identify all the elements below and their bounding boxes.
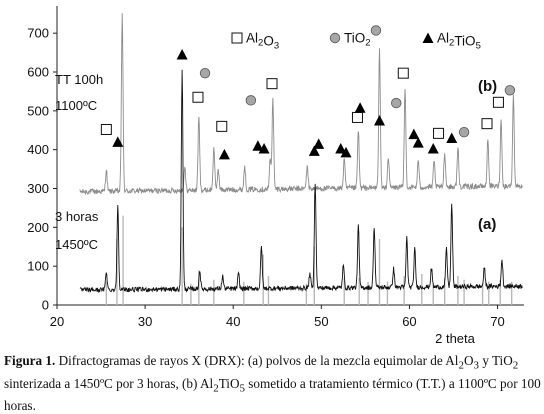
legend-label-text: TiO [344,31,365,46]
triangle-marker [373,115,385,126]
caption-text-4: sinterizada a 1450ºC por 3 horas, (b) Al [4,375,214,391]
caption-text-2: O [463,353,474,368]
square-marker [192,91,204,103]
square-marker [481,118,493,130]
triangle-marker [252,140,264,151]
series-line-a [79,69,523,293]
series-note-line-2: 1450ºC [55,237,98,252]
legend-circle-symbol [329,32,341,44]
caption-sub-5: 5 [239,382,245,395]
series-tag-label: (a) [478,216,496,233]
legend-label: Al2O3 [246,31,279,52]
circle-marker [391,97,402,109]
legend-label-subscript: 2 [449,38,454,49]
x-tick-label: 20 [50,314,64,329]
x-tick-label: 70 [490,314,504,329]
y-tick-label: 700 [27,26,49,41]
legend-label-subscript: 2 [258,38,263,49]
legend-label-subscript: 2 [365,38,370,49]
triangle-marker [408,128,420,140]
y-tick-label: 600 [27,65,49,80]
square-marker [266,78,278,90]
legend-label: Al2TiO5 [437,31,481,52]
square-marker [397,67,409,79]
triangle-marker [335,143,347,154]
x-tick-label: 60 [402,314,416,329]
legend-label: TiO2 [344,31,371,49]
triangle-marker [427,143,439,154]
square-marker [100,123,112,135]
legend-label-text: O [263,34,274,49]
triangle-marker [176,49,188,60]
xrd-chart: 0 100 200 300 400 500 600 700 20 30 40 50 60 70 2 thet… [27,6,524,346]
circle-marker [370,25,382,36]
y-tick-label: 0 [42,298,49,313]
triangle-marker [340,146,352,158]
caption-sub-3: 2 [512,359,519,372]
figure-caption: Figura 1. Difractogramas de rayos X (DRX… [4,352,542,414]
series-note-line-1: 3 horas [55,209,99,224]
legend-label-text: Al [246,31,258,46]
caption-sub-1: 2 [458,359,464,372]
triangle-marker [308,145,320,156]
y-tick-label: 300 [27,181,49,196]
square-marker [433,127,445,139]
triangle-marker [412,137,424,148]
caption-sub-2: 3 [473,359,480,372]
series-note-line-2: 1100ºC [55,98,97,113]
legend-label-subscript: 5 [476,41,481,52]
legend-square-symbol [231,32,243,44]
series-line-b [79,13,523,196]
caption-sub-4: 2 [213,382,219,395]
triangle-marker [218,148,230,160]
caption-text-6: sometido a tratamiento térmico (T.T.) a … [4,375,541,414]
x-axis-label: 2 theta [435,331,476,346]
triangle-marker [313,138,325,149]
triangle-marker [258,143,270,154]
triangle-marker [446,132,458,144]
caption-text-1: Difractogramas de rayos X (DRX): (a) pol… [55,353,459,368]
y-tick-label: 100 [27,259,49,274]
caption-label: Figura 1. [4,353,56,368]
square-marker [492,96,504,108]
circle-marker [458,127,470,138]
legend-triangle-symbol [422,32,434,43]
triangle-marker [354,102,366,113]
circle-marker [245,95,257,106]
legend-label-subscript: 3 [274,41,279,52]
y-tick-label: 500 [27,103,49,118]
y-tick-label: 200 [27,220,49,235]
square-marker [216,120,228,132]
series-tag-label: (b) [478,78,497,95]
x-tick-label: 40 [226,314,240,329]
caption-text-5: TiO [218,375,240,391]
x-tick-label: 50 [314,314,328,329]
caption-text-3: y TiO [479,353,513,368]
circle-marker [504,85,516,96]
x-tick-label: 30 [138,314,152,329]
square-marker [351,111,363,123]
y-tick-label: 400 [27,142,49,157]
legend-label-text: TiO [454,34,475,49]
series-note-line-1: TT 100h [55,72,103,87]
legend-label-text: Al [437,31,449,46]
circle-marker [199,67,211,79]
triangle-marker [112,136,124,147]
